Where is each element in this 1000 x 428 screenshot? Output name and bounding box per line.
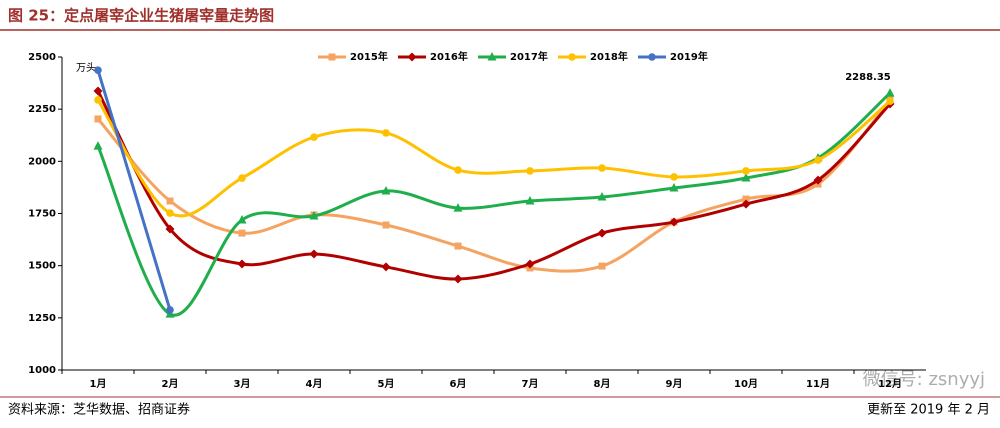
- marker: [526, 167, 534, 175]
- marker: [813, 175, 823, 185]
- x-tick-label: 4月: [306, 378, 323, 390]
- marker: [237, 214, 247, 224]
- marker: [525, 259, 535, 269]
- marker: [166, 209, 174, 217]
- x-tick-label: 5月: [378, 378, 395, 390]
- legend-marker: [328, 53, 336, 61]
- marker: [381, 262, 391, 272]
- marker: [741, 199, 751, 209]
- legend-marker: [487, 52, 497, 61]
- marker: [525, 195, 535, 205]
- marker: [238, 174, 246, 182]
- marker: [238, 229, 246, 237]
- marker: [94, 96, 102, 104]
- legend-label: 2016年: [430, 50, 468, 63]
- series-line: [96, 99, 891, 218]
- x-tick-label: 6月: [450, 378, 467, 390]
- marker: [741, 173, 751, 182]
- series-line: [96, 99, 892, 273]
- marker: [454, 242, 462, 250]
- marker: [742, 167, 750, 175]
- marker: [597, 192, 607, 201]
- legend-label: 2019年: [670, 50, 708, 63]
- marker: [454, 166, 462, 174]
- y-unit: 万头: [76, 62, 96, 74]
- marker: [309, 211, 319, 220]
- y-tick-label: 2000: [28, 156, 56, 167]
- marker: [382, 221, 390, 229]
- x-tick-label: 12月: [878, 378, 902, 390]
- marker: [165, 224, 175, 234]
- marker: [669, 217, 679, 227]
- marker: [237, 259, 247, 269]
- marker: [670, 173, 678, 181]
- source: 资料来源：芝华数据、招商证券: [8, 402, 190, 418]
- y-tick-label: 1000: [28, 365, 56, 376]
- marker: [309, 249, 319, 259]
- marker: [310, 133, 318, 141]
- legend-label: 2015年: [350, 50, 388, 63]
- marker: [93, 86, 103, 96]
- series-line: [96, 91, 892, 317]
- marker: [166, 197, 174, 205]
- x-tick-label: 10月: [734, 378, 758, 390]
- x-tick-label: 3月: [234, 378, 251, 390]
- y-tick-label: 1250: [28, 313, 56, 324]
- x-tick-label: 8月: [594, 378, 611, 390]
- x-tick-label: 9月: [666, 378, 683, 390]
- marker: [814, 156, 822, 164]
- legend-marker: [407, 52, 417, 62]
- y-tick-label: 2250: [28, 104, 56, 115]
- marker: [381, 185, 391, 195]
- marker: [94, 115, 102, 123]
- y-tick-label: 1500: [28, 261, 56, 272]
- marker: [166, 306, 174, 314]
- annotation: 2288.35: [845, 72, 891, 83]
- marker: [382, 129, 390, 137]
- legend-label: 2018年: [590, 50, 628, 63]
- marker: [94, 66, 102, 74]
- marker: [742, 195, 750, 203]
- marker: [886, 97, 894, 105]
- y-tick-label: 2500: [28, 52, 56, 63]
- marker: [885, 88, 895, 97]
- marker: [453, 274, 463, 284]
- series-line: [96, 90, 892, 281]
- marker: [598, 262, 606, 270]
- x-tick-label: 7月: [522, 378, 539, 390]
- legend-marker: [648, 53, 656, 61]
- marker: [93, 141, 103, 150]
- x-tick-label: 11月: [806, 378, 830, 390]
- watermark: 微信号: zsnyyj: [863, 369, 985, 390]
- chart-title: 图 25：定点屠宰企业生猪屠宰量走势图: [8, 7, 274, 25]
- series-line: [96, 69, 172, 311]
- marker: [598, 164, 606, 172]
- marker: [597, 228, 607, 238]
- x-tick-label: 1月: [90, 378, 107, 390]
- legend-marker: [568, 53, 576, 61]
- updated: 更新至 2019 年 2 月: [867, 402, 990, 418]
- x-tick-label: 2月: [162, 378, 179, 390]
- y-tick-label: 1750: [28, 209, 56, 220]
- marker: [669, 183, 679, 192]
- marker: [453, 203, 463, 212]
- legend-label: 2017年: [510, 50, 548, 63]
